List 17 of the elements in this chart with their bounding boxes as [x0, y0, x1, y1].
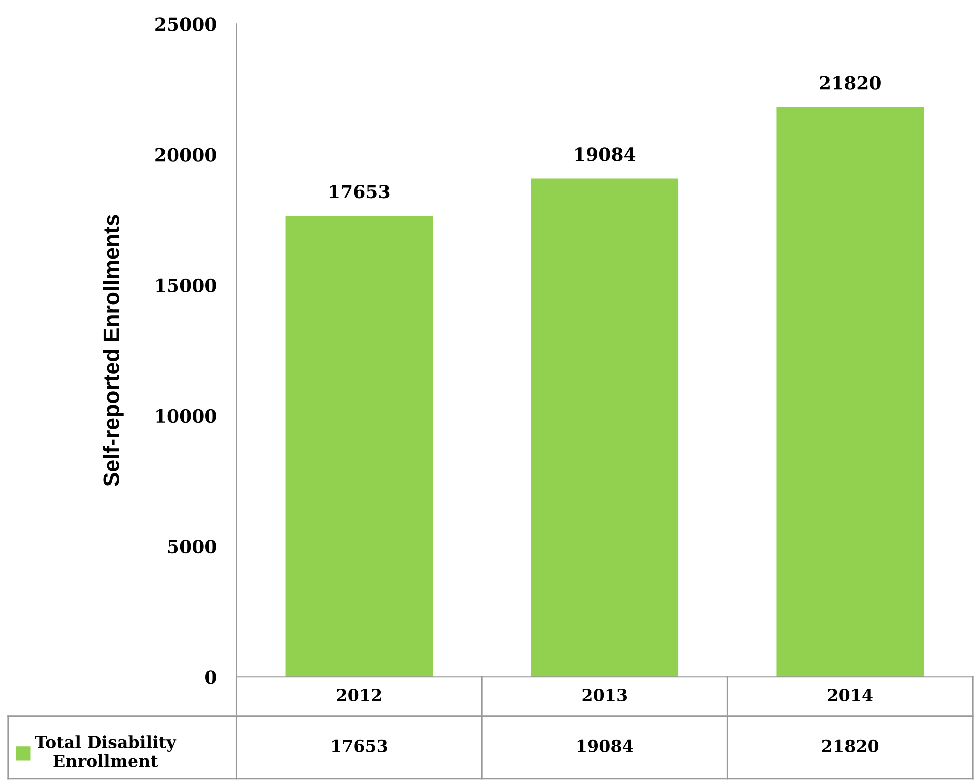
x-tick-label: 2014	[828, 688, 873, 702]
y-tick-label: 0	[206, 670, 216, 684]
y-axis-title: Self-reported Enrollments	[103, 215, 124, 486]
x-tick-label: 2013	[582, 688, 628, 702]
legend-label: Total Disability Enrollment	[35, 736, 177, 768]
text: 17653	[332, 740, 388, 752]
y-tick-label: 25000	[156, 18, 216, 32]
x-tick-label: 2012	[337, 688, 382, 702]
data-label: 17653	[330, 185, 390, 199]
text: 19084	[578, 740, 634, 752]
text: 21820	[822, 740, 879, 752]
y-tick-label: 10000	[156, 409, 216, 424]
data-label: 21820	[820, 76, 881, 90]
y-tick-label: 15000	[156, 278, 216, 292]
y-tick-label: 20000	[156, 148, 216, 162]
y-tick-label: 5000	[168, 540, 216, 554]
data-label: 19084	[576, 148, 636, 162]
